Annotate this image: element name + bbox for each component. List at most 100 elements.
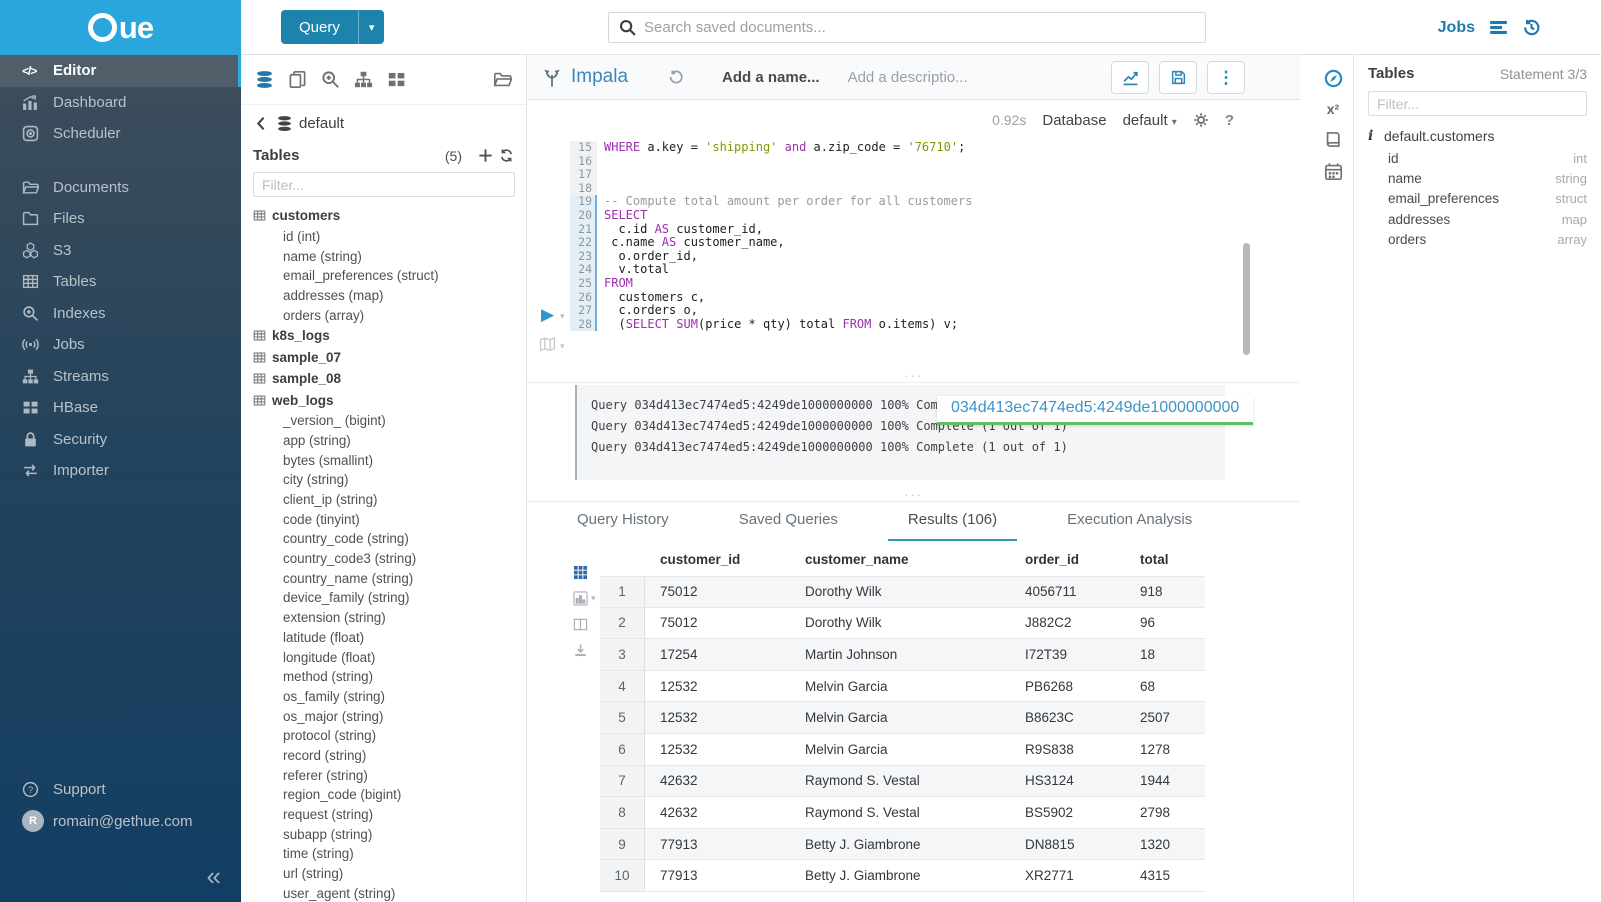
- column-item[interactable]: addresses (map): [283, 287, 384, 303]
- assist-column[interactable]: orders array: [1368, 230, 1587, 250]
- language-reference-icon[interactable]: [1324, 130, 1343, 149]
- col-header[interactable]: customer_id: [660, 552, 741, 567]
- column-item[interactable]: region_code (bigint): [283, 787, 402, 803]
- table-row[interactable]: 6 12532 Melvin Garcia R9S838 1278: [600, 733, 1205, 766]
- column-item[interactable]: user_agent (string): [283, 885, 396, 901]
- assist-column[interactable]: email_preferences struct: [1368, 189, 1587, 209]
- table-row[interactable]: 1 75012 Dorothy Wilk 4056711 918: [600, 576, 1205, 608]
- column-item[interactable]: country_name (string): [283, 570, 414, 586]
- apps-grid-icon[interactable]: [387, 70, 406, 89]
- column-item[interactable]: bytes (smallint): [283, 452, 374, 468]
- copy-documents-icon[interactable]: [288, 70, 307, 89]
- column-item[interactable]: app (string): [283, 432, 351, 448]
- search-plus-icon[interactable]: [321, 70, 340, 89]
- hue-logo[interactable]: ue: [87, 10, 154, 46]
- explain-options-caret[interactable]: ▾: [560, 341, 565, 351]
- database-name[interactable]: default: [299, 114, 345, 132]
- jobs-link[interactable]: Jobs: [1437, 18, 1475, 36]
- table-item[interactable]: web_logs: [253, 389, 526, 411]
- assist-column[interactable]: addresses map: [1368, 209, 1587, 229]
- engine-name[interactable]: Impala: [571, 66, 629, 87]
- database-stack-icon[interactable]: [255, 70, 274, 89]
- column-item[interactable]: city (string): [283, 472, 349, 488]
- columns-view-icon[interactable]: [573, 617, 599, 632]
- column-item[interactable]: id (int): [283, 228, 321, 244]
- more-options-button[interactable]: ⋮: [1207, 61, 1245, 94]
- assist-table-item[interactable]: i default.customers: [1368, 128, 1587, 144]
- download-icon[interactable]: [573, 643, 599, 658]
- sidebar-item-hbase[interactable]: HBase: [0, 392, 241, 424]
- settings-gear-icon[interactable]: [1193, 112, 1209, 128]
- sidebar-item-files[interactable]: Files: [0, 203, 241, 235]
- assist-column[interactable]: id int: [1368, 148, 1587, 168]
- column-item[interactable]: country_code3 (string): [283, 551, 417, 567]
- grid-view-icon[interactable]: [573, 565, 599, 580]
- code-block[interactable]: 15 WHERE a.key = 'shipping' and a.zip_cod…: [570, 140, 1280, 332]
- chart-button[interactable]: [1111, 61, 1149, 94]
- column-item[interactable]: extension (string): [283, 610, 386, 626]
- tab-execution-analysis[interactable]: Execution Analysis: [1067, 511, 1193, 528]
- compass-icon[interactable]: [1324, 69, 1343, 88]
- search-input[interactable]: [644, 19, 1195, 36]
- column-item[interactable]: client_ip (string): [283, 492, 378, 508]
- database-select[interactable]: default ▾: [1122, 111, 1177, 129]
- column-item[interactable]: _version_ (bigint): [283, 413, 386, 429]
- col-header[interactable]: customer_name: [805, 552, 909, 567]
- sidebar-item-streams[interactable]: Streams: [0, 361, 241, 393]
- sidebar-item-jobs[interactable]: Jobs: [0, 329, 241, 361]
- sidebar-item-importer[interactable]: Importer: [0, 455, 241, 487]
- refresh-icon[interactable]: [499, 148, 514, 163]
- table-item[interactable]: customers: [253, 205, 526, 227]
- table-item[interactable]: sample_07: [253, 346, 526, 368]
- query-description-field[interactable]: Add a descriptio...: [847, 68, 968, 86]
- sidebar-item-documents[interactable]: Documents: [0, 172, 241, 204]
- editor-scrollbar[interactable]: [1243, 243, 1250, 355]
- col-header[interactable]: order_id: [1025, 552, 1080, 567]
- tab-query-history[interactable]: Query History: [577, 511, 669, 528]
- save-button[interactable]: [1159, 61, 1197, 94]
- table-row[interactable]: 4 12532 Melvin Garcia PB6268 68: [600, 670, 1205, 703]
- table-row[interactable]: 3 17254 Martin Johnson I72T39 18: [600, 639, 1205, 671]
- tab-saved-queries[interactable]: Saved Queries: [738, 511, 838, 528]
- assist-filter-input[interactable]: [1368, 91, 1587, 116]
- chart-type-caret[interactable]: ▾: [591, 593, 596, 603]
- column-item[interactable]: time (string): [283, 846, 354, 862]
- table-row[interactable]: 2 75012 Dorothy Wilk J882C2 96: [600, 607, 1205, 640]
- query-id-popover[interactable]: 034d413ec7474ed5:4249de1000000000: [937, 396, 1254, 425]
- column-item[interactable]: code (tinyint): [283, 511, 360, 527]
- table-row[interactable]: 7 42632 Raymond S. Vestal HS3124 1944: [600, 765, 1205, 798]
- resize-grip-bottom[interactable]: ···: [904, 487, 923, 502]
- column-item[interactable]: country_code (string): [283, 531, 409, 547]
- column-item[interactable]: latitude (float): [283, 629, 365, 645]
- execute-button[interactable]: ▶: [541, 305, 555, 324]
- execute-options-caret[interactable]: ▾: [560, 311, 565, 321]
- column-item[interactable]: method (string): [283, 669, 374, 685]
- add-table-icon[interactable]: [478, 148, 493, 163]
- column-item[interactable]: name (string): [283, 248, 362, 264]
- sitemap-icon[interactable]: [354, 70, 373, 89]
- query-history-icon[interactable]: [668, 69, 684, 85]
- functions-icon[interactable]: x²: [1326, 101, 1340, 117]
- resize-grip-top[interactable]: ···: [904, 368, 923, 383]
- new-query-button[interactable]: Query ▾: [281, 10, 385, 44]
- table-row[interactable]: 9 77913 Betty J. Giambrone DN8815 1320: [600, 828, 1205, 861]
- folder-open-icon[interactable]: [493, 70, 512, 89]
- jobs-list-icon[interactable]: [1489, 18, 1508, 37]
- column-item[interactable]: subapp (string): [283, 826, 373, 842]
- chart-view-icon[interactable]: ▾: [573, 591, 599, 606]
- tables-filter-input[interactable]: [253, 172, 515, 197]
- col-header[interactable]: total: [1140, 552, 1169, 567]
- history-icon[interactable]: [1522, 18, 1541, 37]
- calendar-icon[interactable]: [1324, 162, 1343, 181]
- table-item[interactable]: sample_08: [253, 368, 526, 390]
- table-item[interactable]: k8s_logs: [253, 325, 526, 347]
- tab-results-106-[interactable]: Results (106): [887, 505, 1018, 541]
- sidebar-item-dashboard[interactable]: Dashboard: [0, 87, 241, 119]
- table-row[interactable]: 10 77913 Betty J. Giambrone XR2771 4315: [600, 860, 1205, 892]
- sidebar-item-s3[interactable]: S3: [0, 235, 241, 267]
- sidebar-item-tables[interactable]: Tables: [0, 266, 241, 298]
- query-dropdown-caret[interactable]: ▾: [368, 21, 375, 34]
- table-row[interactable]: 5 12532 Melvin Garcia B8623C 2507: [600, 702, 1205, 734]
- chevron-left-icon[interactable]: [253, 115, 270, 132]
- sidebar-item-scheduler[interactable]: Scheduler: [0, 118, 241, 150]
